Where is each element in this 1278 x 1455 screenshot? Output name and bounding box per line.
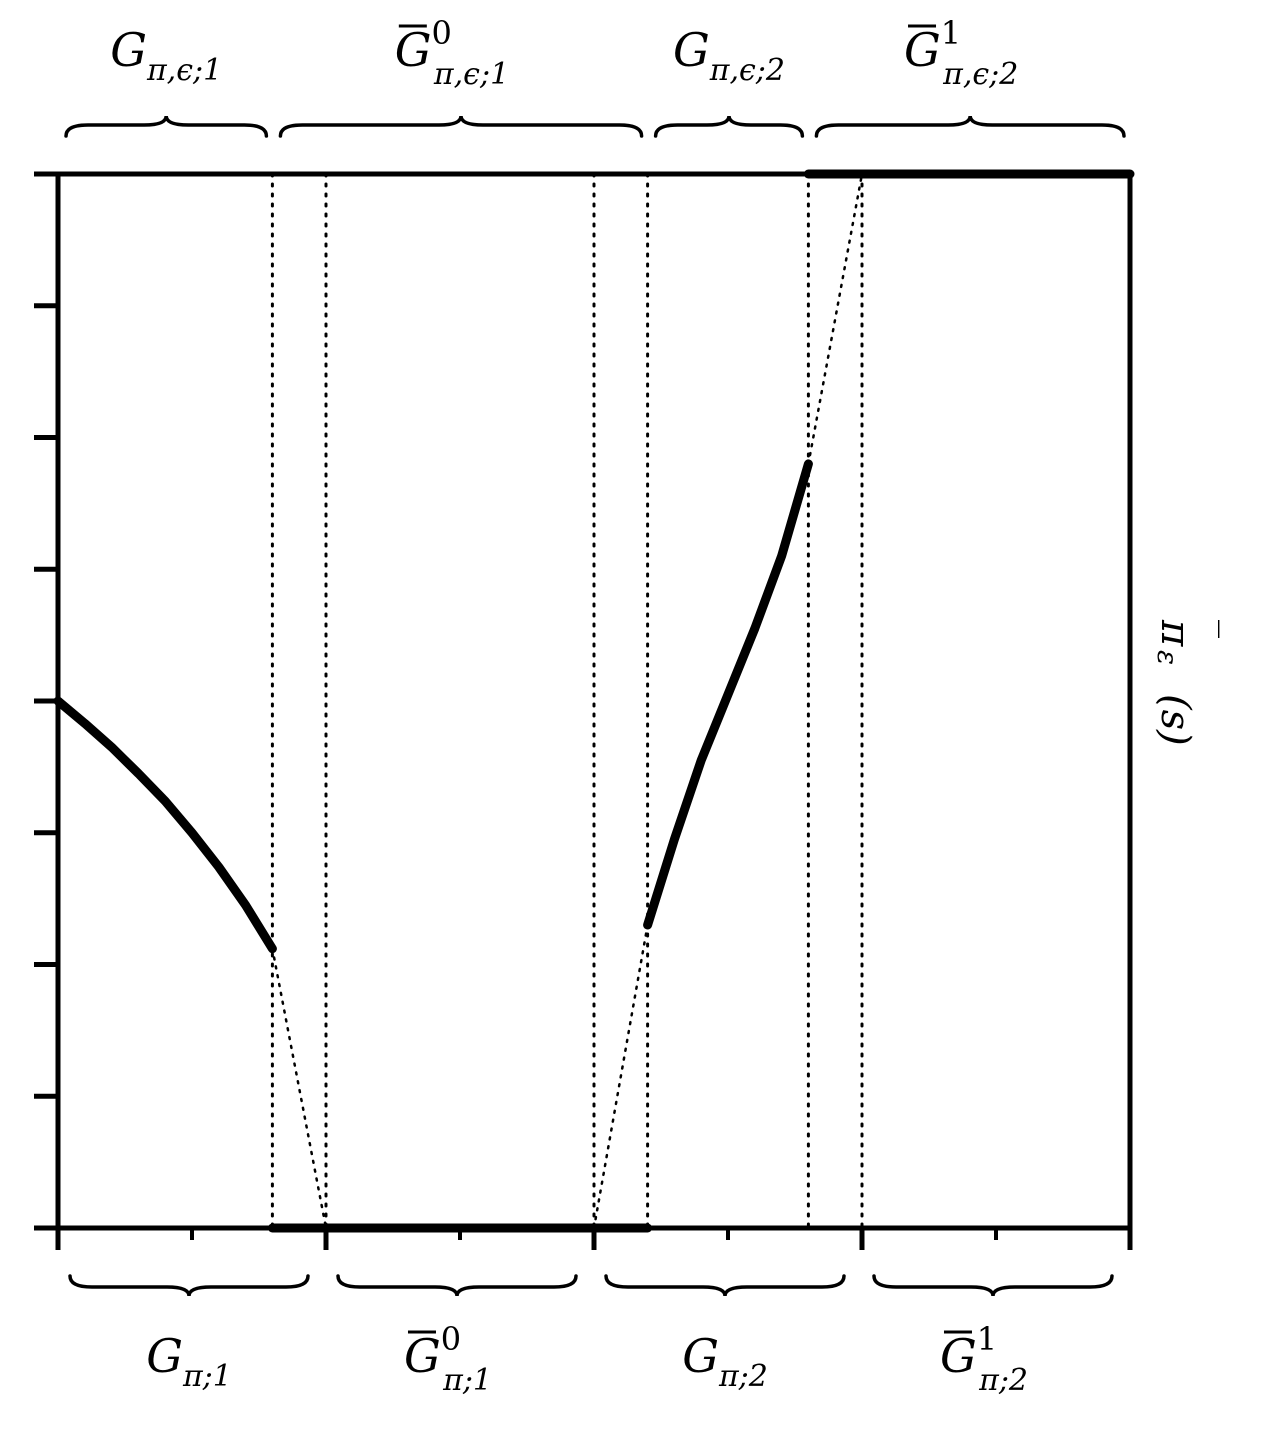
top-group-label-2-sub: π,ϵ;2: [709, 53, 785, 88]
bottom-brace-0: [68, 1274, 310, 1297]
series-layer: [53, 169, 1135, 1233]
top-brace-2: [653, 115, 805, 138]
bottom-group-label-1-base: G: [404, 1329, 441, 1383]
bottom-group-label-1: G0 π;1: [404, 1320, 492, 1398]
bottom-group-label-3-sup: 1: [977, 1320, 997, 1358]
bottom-group-label-2-sub: π;2: [718, 1359, 768, 1394]
top-group-label-0-base: G: [110, 23, 147, 77]
series-6-dotted: [807, 172, 864, 466]
top-group-label-1-sub: π,ϵ;1: [433, 57, 509, 92]
plot-frame: [55, 171, 1133, 1231]
top-group-label-3-base: G: [904, 23, 941, 77]
bottom-brace-3: [872, 1274, 1114, 1297]
dotted-guide-layer: [270, 172, 864, 1230]
bottom-group-label-1-sup: 0: [441, 1320, 461, 1358]
top-brace-0: [64, 115, 269, 138]
tick-layer: [34, 171, 1133, 1250]
series-0-thick: [53, 696, 277, 954]
top-group-label-1: G0 π,ϵ;1: [395, 14, 509, 92]
series-4-dotted: [271, 947, 328, 1230]
top-group-label-1-sup: 0: [432, 14, 452, 52]
top-group-label-3-sup: 1: [941, 14, 961, 52]
bottom-group-label-2-base: G: [682, 1329, 719, 1383]
group-label-layer: Gπ,ϵ;1 G0 π,ϵ;1 Gπ,ϵ;2 G1 π,ϵ;2Gπ;1 G0 π;1 Gπ;2 G…: [110, 14, 1028, 1398]
bottom-group-label-0: Gπ;1: [146, 1329, 232, 1394]
top-group-label-2: Gπ,ϵ;2: [673, 23, 785, 88]
y-label-symbol: π: [1152, 619, 1198, 647]
series-5-dotted: [592, 923, 649, 1230]
bottom-group-label-3-base: G: [940, 1329, 977, 1383]
bottom-group-label-3: G1 π;2: [940, 1320, 1028, 1398]
bottom-group-label-0-base: G: [146, 1329, 183, 1383]
top-group-label-3: G1 π,ϵ;2: [904, 14, 1018, 92]
y-label-argument: (s): [1152, 694, 1198, 746]
brace-layer: [64, 115, 1126, 1297]
series-1-thick: [643, 459, 813, 930]
bottom-group-label-1-sub: π;1: [442, 1363, 492, 1398]
bottom-brace-2: [604, 1274, 846, 1297]
y-label-bar: ‾: [1183, 620, 1224, 638]
bottom-brace-1: [336, 1274, 578, 1297]
top-group-label-0: Gπ,ϵ;1: [110, 23, 222, 88]
top-group-label-3-sub: π,ϵ;2: [942, 57, 1018, 92]
top-brace-3: [814, 115, 1126, 138]
top-group-label-1-base: G: [395, 23, 432, 77]
top-group-label-2-base: G: [673, 23, 710, 77]
y-label-subscript: ε: [1151, 650, 1184, 665]
bottom-group-label-2: Gπ;2: [682, 1329, 768, 1394]
y-axis-label: π ‾ ε (s): [1151, 619, 1224, 746]
bottom-group-label-0-sub: π;1: [182, 1359, 232, 1394]
bottom-group-label-3-sub: π;2: [978, 1363, 1028, 1398]
top-brace-1: [278, 115, 644, 138]
top-group-label-0-sub: π,ϵ;1: [146, 53, 222, 88]
